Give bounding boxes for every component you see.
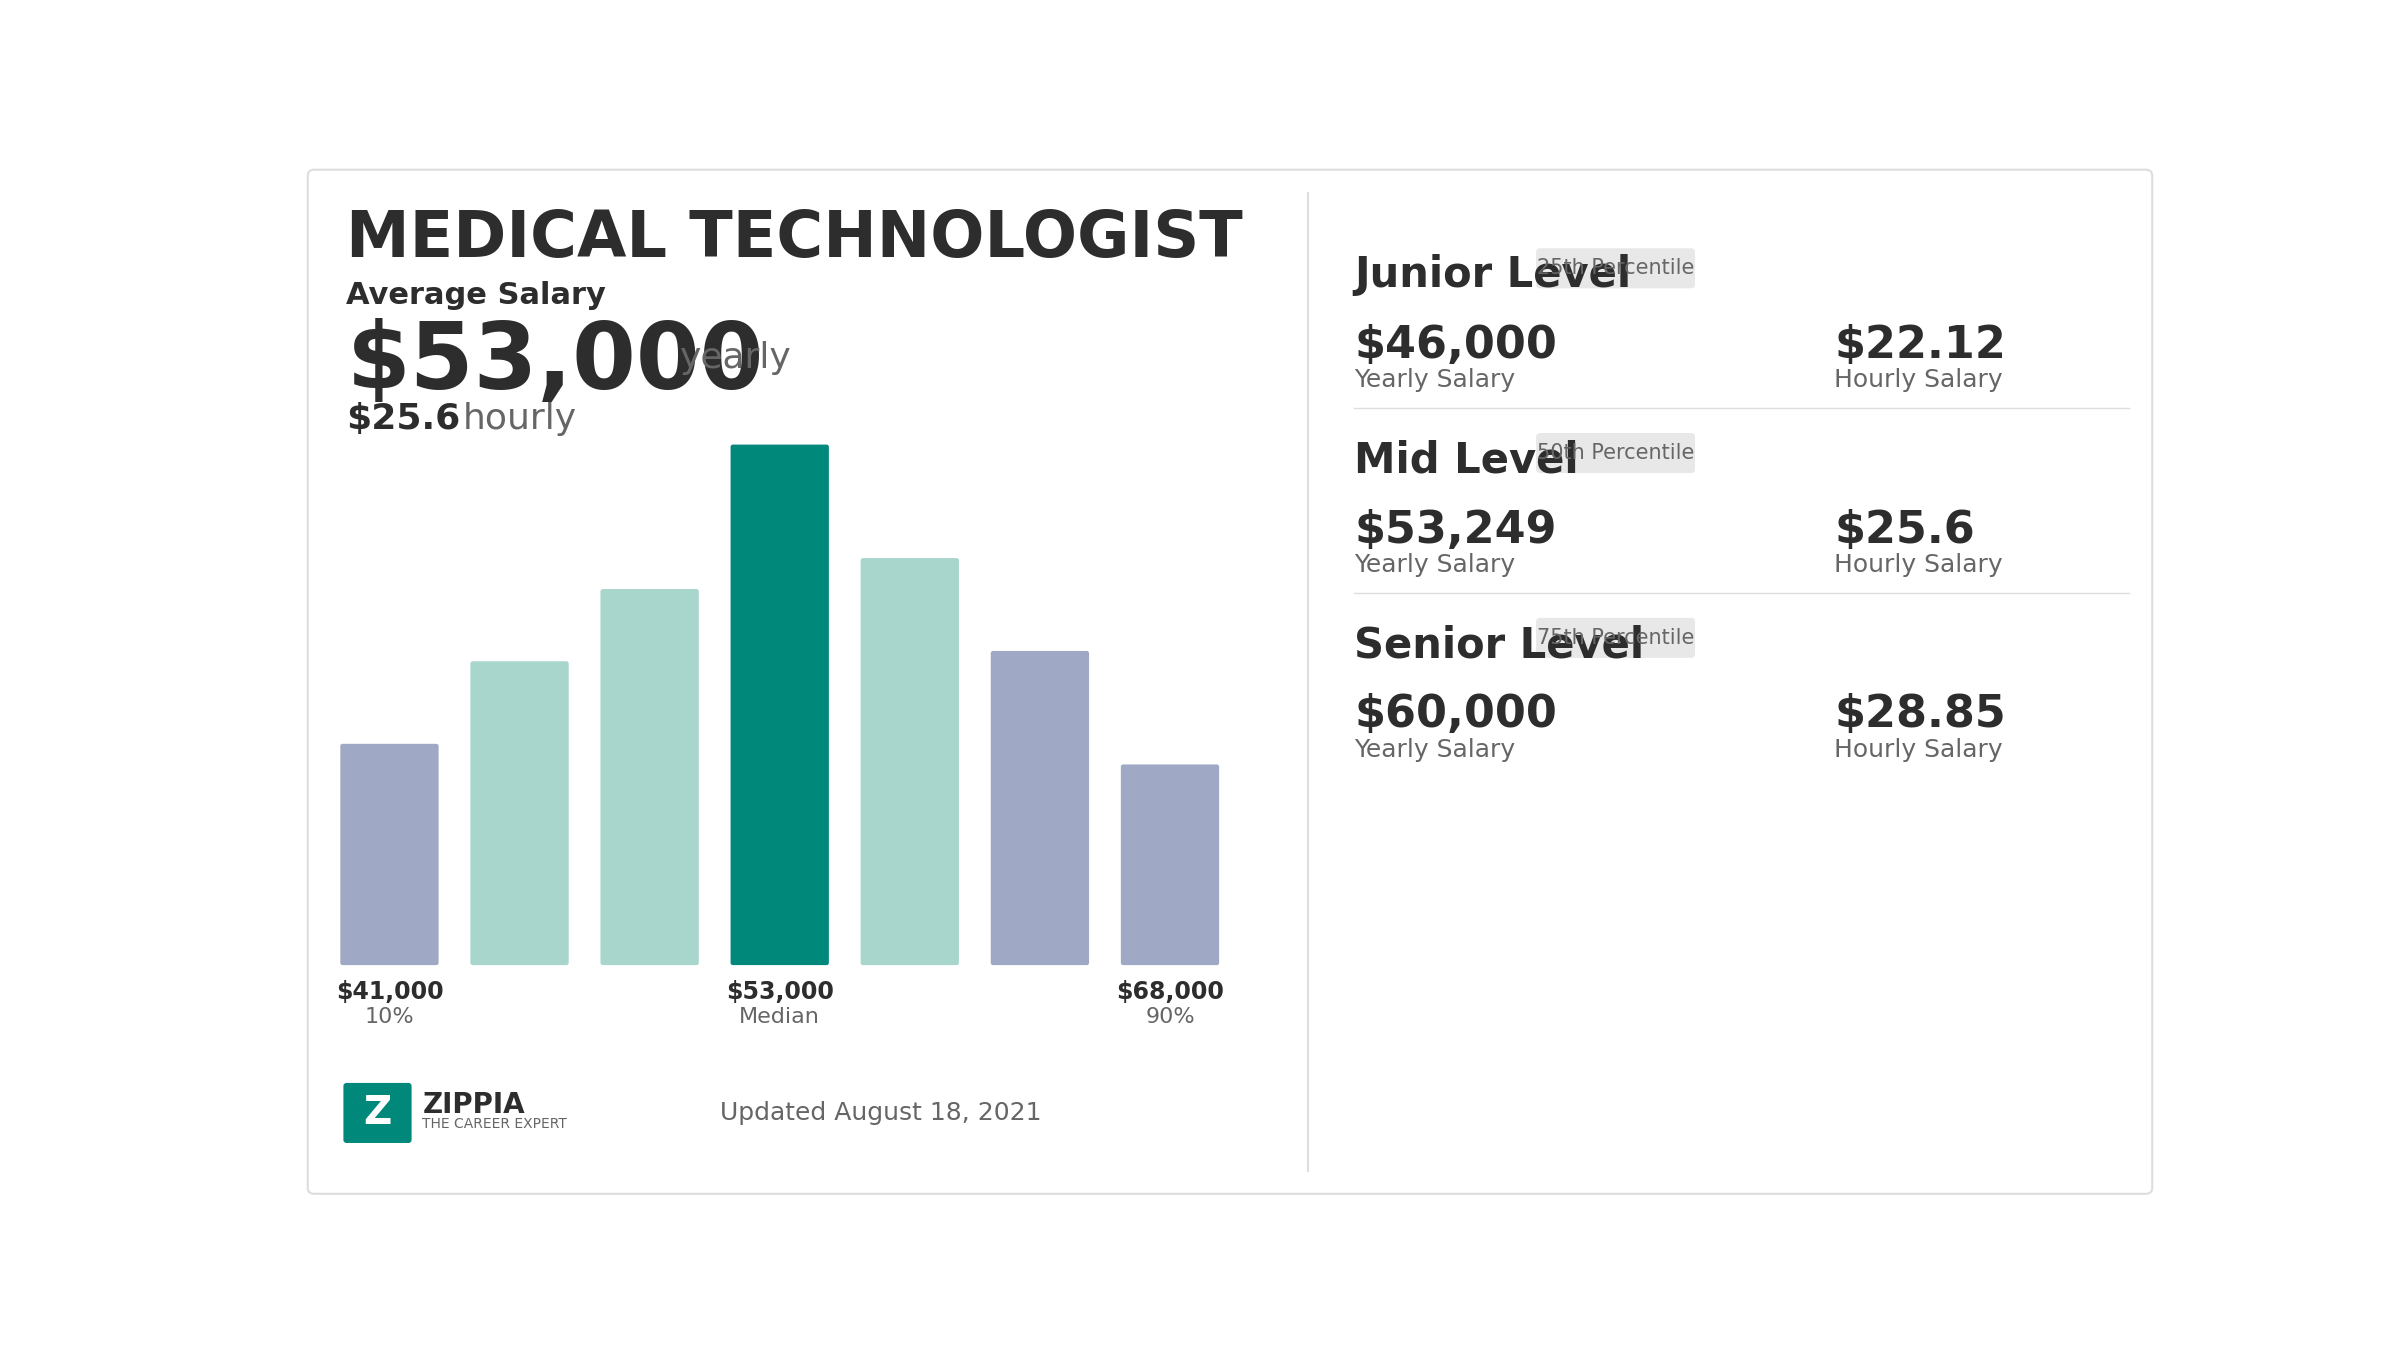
- Text: yearly: yearly: [679, 340, 792, 375]
- Text: $22.12: $22.12: [1834, 324, 2006, 367]
- Text: $46,000: $46,000: [1354, 324, 1558, 367]
- FancyBboxPatch shape: [1536, 618, 1694, 657]
- FancyBboxPatch shape: [862, 558, 960, 965]
- Text: Average Salary: Average Salary: [346, 281, 607, 311]
- FancyBboxPatch shape: [343, 1083, 413, 1143]
- Text: Median: Median: [739, 1007, 821, 1027]
- Text: $25.6: $25.6: [1834, 509, 1975, 552]
- Text: Hourly Salary: Hourly Salary: [1834, 738, 2004, 761]
- Text: 50th Percentile: 50th Percentile: [1536, 443, 1694, 463]
- Text: Yearly Salary: Yearly Salary: [1354, 554, 1514, 578]
- Text: 25th Percentile: 25th Percentile: [1536, 258, 1694, 278]
- FancyBboxPatch shape: [1536, 433, 1694, 472]
- Text: 75th Percentile: 75th Percentile: [1536, 628, 1694, 648]
- Text: Updated August 18, 2021: Updated August 18, 2021: [720, 1102, 1042, 1125]
- Text: 10%: 10%: [365, 1007, 415, 1027]
- Text: Hourly Salary: Hourly Salary: [1834, 369, 2004, 393]
- Text: Senior Level: Senior Level: [1354, 624, 1644, 666]
- Text: Yearly Salary: Yearly Salary: [1354, 369, 1514, 393]
- FancyBboxPatch shape: [470, 662, 569, 965]
- Text: $53,000: $53,000: [346, 317, 763, 408]
- Text: MEDICAL TECHNOLOGIST: MEDICAL TECHNOLOGIST: [346, 208, 1243, 270]
- FancyBboxPatch shape: [991, 651, 1090, 965]
- Text: Z: Z: [362, 1094, 391, 1131]
- Text: $28.85: $28.85: [1834, 694, 2006, 736]
- Text: Yearly Salary: Yearly Salary: [1354, 738, 1514, 761]
- Text: $53,000: $53,000: [725, 980, 833, 1004]
- Text: $25.6: $25.6: [346, 402, 461, 436]
- Text: hourly: hourly: [463, 402, 576, 436]
- Text: Junior Level: Junior Level: [1354, 254, 1632, 297]
- Text: $60,000: $60,000: [1354, 694, 1558, 736]
- FancyBboxPatch shape: [1536, 248, 1694, 289]
- FancyBboxPatch shape: [307, 170, 2153, 1193]
- Text: $41,000: $41,000: [336, 980, 444, 1004]
- Text: $53,249: $53,249: [1354, 509, 1558, 552]
- FancyBboxPatch shape: [341, 744, 439, 965]
- FancyBboxPatch shape: [730, 444, 828, 965]
- Text: Mid Level: Mid Level: [1354, 439, 1579, 481]
- Text: $68,000: $68,000: [1116, 980, 1224, 1004]
- Text: ZIPPIA: ZIPPIA: [422, 1091, 526, 1119]
- Text: Hourly Salary: Hourly Salary: [1834, 554, 2004, 578]
- FancyBboxPatch shape: [1121, 764, 1219, 965]
- FancyBboxPatch shape: [600, 589, 698, 965]
- Text: THE CAREER EXPERT: THE CAREER EXPERT: [422, 1116, 566, 1131]
- Text: 90%: 90%: [1145, 1007, 1195, 1027]
